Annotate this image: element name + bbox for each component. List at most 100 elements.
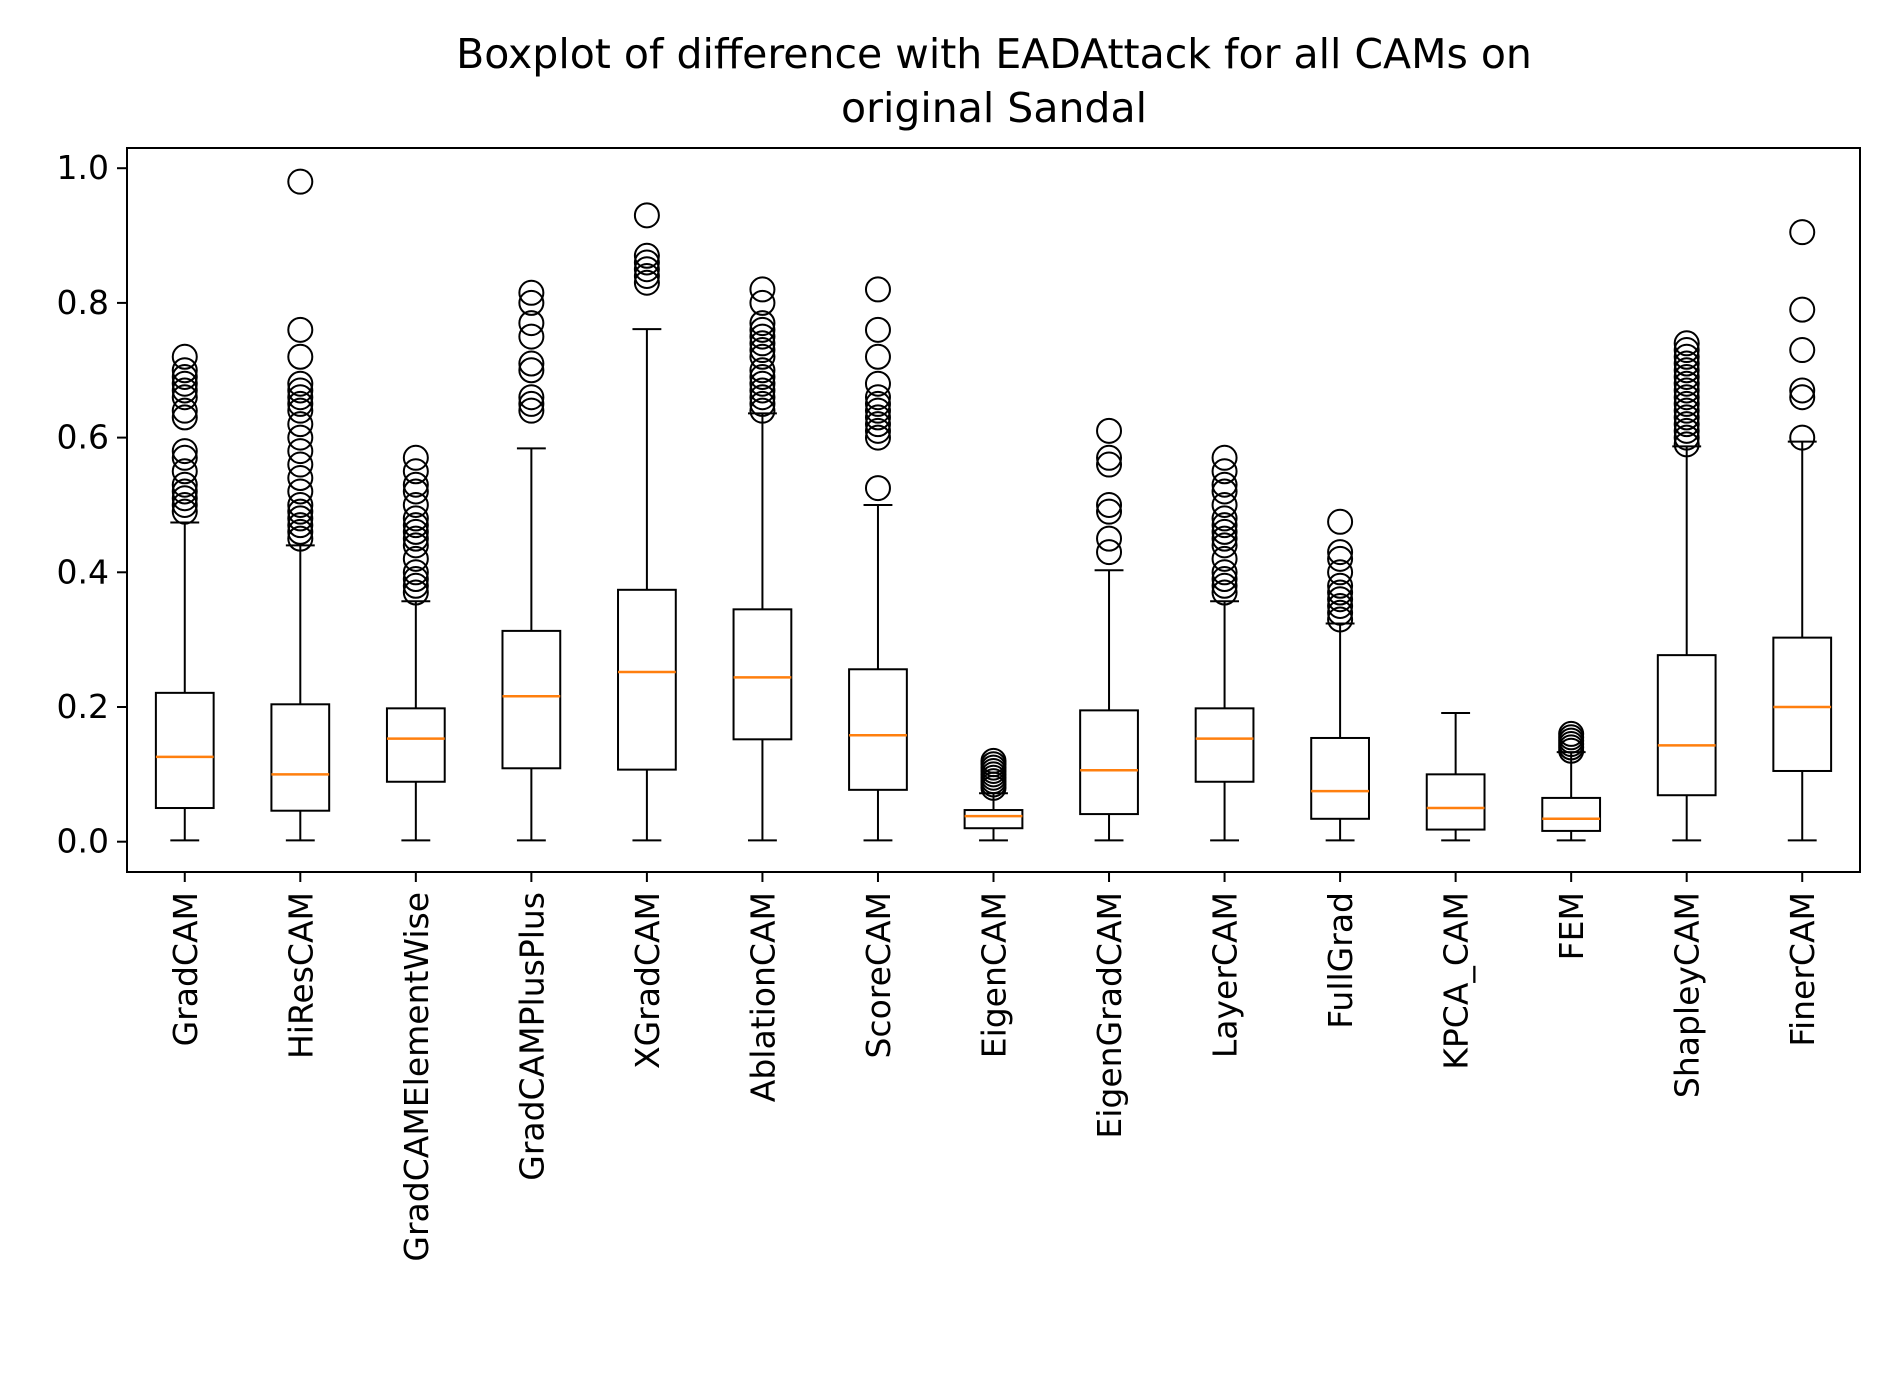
outlier-point xyxy=(1327,599,1354,626)
outlier-point xyxy=(633,242,660,269)
outlier-point xyxy=(1096,525,1123,552)
outlier-point xyxy=(1327,508,1354,535)
x-tick-label: GradCAMPlusPlus xyxy=(512,892,551,1181)
x-tick-label: EigenCAM xyxy=(975,892,1014,1058)
outlier-point xyxy=(518,289,545,316)
outlier-point xyxy=(633,249,660,276)
outlier-point xyxy=(1673,330,1700,357)
plot-area: 0.0 0.2 0.4 0.6 0.8 1.0 GradCAM HiResCAM GradCAM… xyxy=(57,148,1833,1262)
outlier-point xyxy=(287,343,314,370)
chart-title-line-2: original Sandal xyxy=(841,84,1147,132)
outlier-point xyxy=(749,276,776,303)
y-tick-label: 0.2 xyxy=(57,687,109,726)
outlier-point xyxy=(171,363,198,390)
outlier-point xyxy=(402,532,429,559)
outlier-point xyxy=(402,512,429,539)
outlier-point xyxy=(1789,384,1816,411)
outlier-point xyxy=(633,202,660,229)
outlier-point xyxy=(1211,512,1238,539)
outlier-point xyxy=(171,370,198,397)
outlier-point xyxy=(1096,498,1123,525)
outlier-point xyxy=(518,357,545,384)
outlier-point xyxy=(1327,592,1354,619)
outlier-point xyxy=(402,478,429,505)
outlier-point xyxy=(171,357,198,384)
outlier-point xyxy=(518,384,545,411)
outlier-point xyxy=(1211,532,1238,559)
outlier-point xyxy=(402,572,429,599)
outlier-point xyxy=(1673,377,1700,404)
outlier-point xyxy=(1558,720,1585,747)
outlier-point xyxy=(287,397,314,424)
outlier-point xyxy=(1096,444,1123,471)
outlier-point xyxy=(864,343,891,370)
outlier-point xyxy=(749,357,776,384)
outlier-point xyxy=(1211,545,1238,572)
outlier-point xyxy=(749,377,776,404)
outlier-point xyxy=(1673,397,1700,424)
outlier-point xyxy=(1327,606,1354,633)
outlier-point xyxy=(518,323,545,350)
outlier-point xyxy=(749,397,776,424)
outlier-point xyxy=(1789,219,1816,246)
outlier-point xyxy=(749,363,776,390)
outlier-point xyxy=(402,518,429,545)
outlier-point xyxy=(1211,478,1238,505)
outlier-point xyxy=(633,256,660,283)
outlier-point xyxy=(749,384,776,411)
outlier-point xyxy=(518,279,545,306)
outlier-point xyxy=(287,518,314,545)
box-EigenGradCAM xyxy=(1079,709,1139,816)
outlier-point xyxy=(1673,363,1700,390)
outlier-point xyxy=(171,498,198,525)
outlier-point xyxy=(1211,518,1238,545)
x-tick-label: ShapleyCAM xyxy=(1668,892,1707,1098)
outlier-point xyxy=(1327,545,1354,572)
outlier-point xyxy=(749,310,776,337)
outlier-point xyxy=(749,343,776,370)
outlier-point xyxy=(1327,559,1354,586)
box-FinerCAM xyxy=(1772,636,1833,772)
outlier-point xyxy=(1211,559,1238,586)
outlier-point xyxy=(1327,539,1354,566)
outlier-point xyxy=(287,390,314,417)
x-tick-label: LayerCAM xyxy=(1206,892,1245,1058)
x-tick-label: FullGrad xyxy=(1321,892,1360,1029)
y-tick-label: 0.0 xyxy=(57,822,109,861)
x-tick-label: ScoreCAM xyxy=(859,892,898,1059)
outlier-point xyxy=(171,343,198,370)
chart-title-line-1: Boxplot of difference with EADAttack for… xyxy=(456,30,1532,78)
outlier-point xyxy=(402,491,429,518)
outlier-point xyxy=(864,411,891,438)
outlier-point xyxy=(287,384,314,411)
axes-frame xyxy=(126,147,1861,873)
box-XGradCAM xyxy=(617,588,677,771)
outlier-point xyxy=(1673,424,1700,451)
outlier-point xyxy=(1673,343,1700,370)
outlier-point xyxy=(1096,417,1123,444)
outlier-point xyxy=(287,316,314,343)
outlier-point xyxy=(171,478,198,505)
outlier-point xyxy=(518,310,545,337)
outlier-point xyxy=(1673,417,1700,444)
outlier-point xyxy=(171,471,198,498)
outlier-point xyxy=(864,404,891,431)
outlier-point xyxy=(749,330,776,357)
box-KPCA_CAM xyxy=(1425,773,1486,831)
outlier-point xyxy=(287,478,314,505)
box-EigenCAM xyxy=(963,809,1024,830)
outlier-point xyxy=(1789,377,1816,404)
outlier-point xyxy=(633,269,660,296)
outlier-point xyxy=(1327,579,1354,606)
x-tick-label: EigenGradCAM xyxy=(1090,892,1129,1139)
outlier-point xyxy=(171,444,198,471)
outlier-point xyxy=(864,390,891,417)
outlier-point xyxy=(1211,505,1238,532)
outlier-point xyxy=(287,451,314,478)
outlier-point xyxy=(1673,431,1700,458)
outlier-point xyxy=(518,350,545,377)
box-GradCAMPlusPlus xyxy=(501,629,562,770)
outlier-point xyxy=(1673,390,1700,417)
outlier-point xyxy=(1673,337,1700,364)
